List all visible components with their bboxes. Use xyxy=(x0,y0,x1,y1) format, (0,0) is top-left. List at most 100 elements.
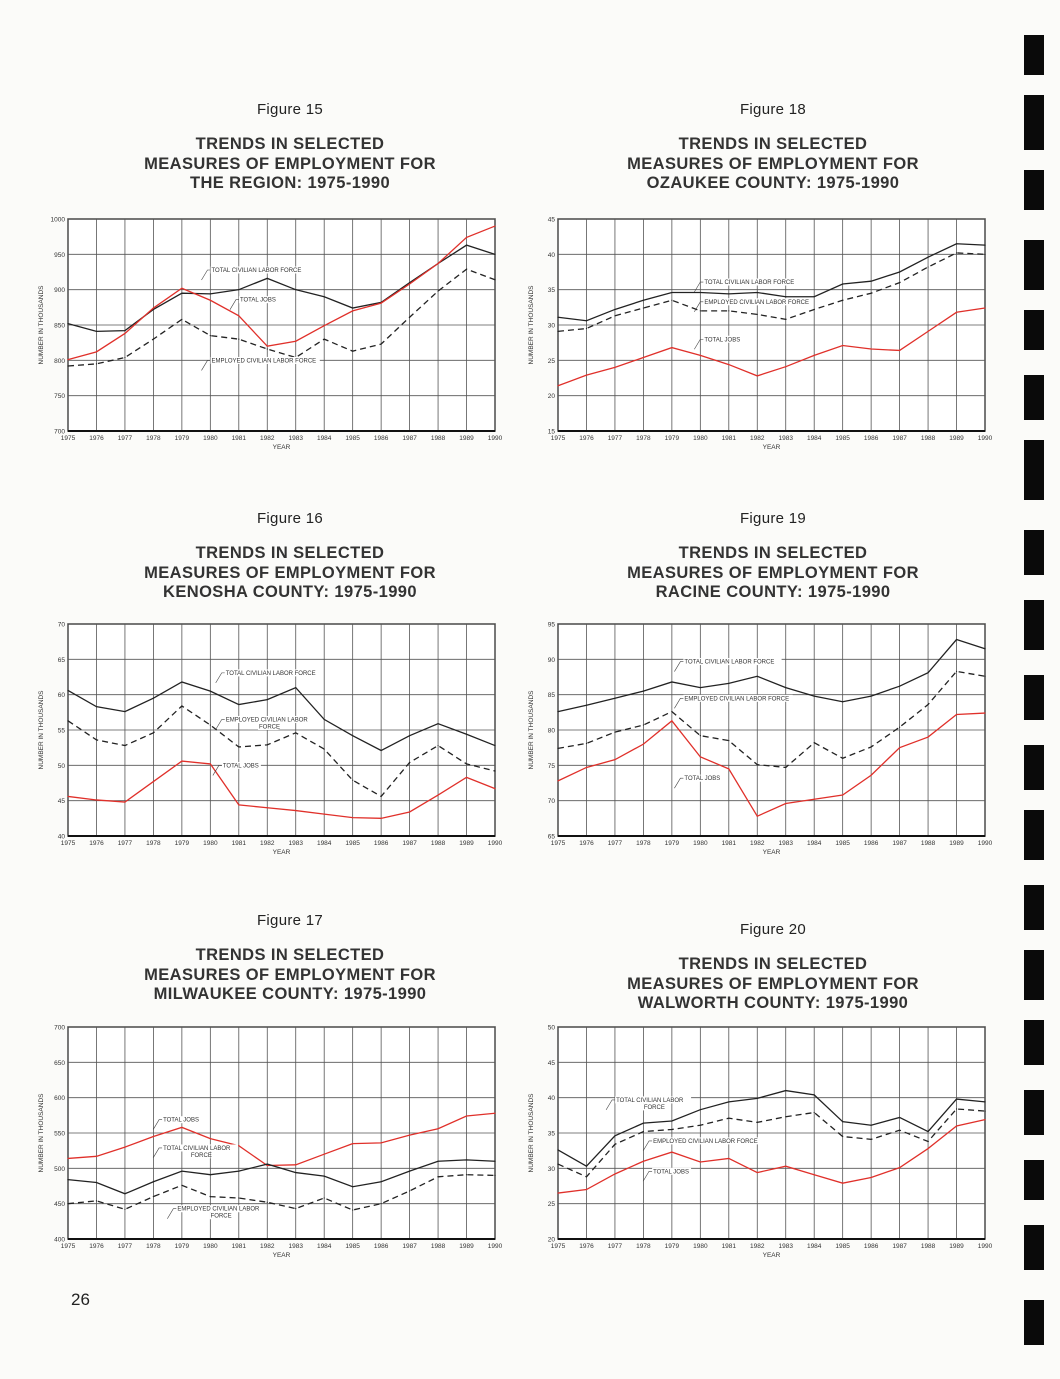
x-tick-label: 1975 xyxy=(551,1243,566,1250)
data-point xyxy=(642,1130,644,1133)
series-annotation: EMPLOYED CIVILIAN LABOR FORCE xyxy=(674,694,793,709)
y-tick-label: 35 xyxy=(548,1131,556,1138)
data-point xyxy=(614,1173,616,1175)
data-point xyxy=(728,740,730,742)
series-line-employed-civilian-labor-force xyxy=(557,1108,986,1178)
data-point xyxy=(295,1208,297,1210)
x-tick-label: 1976 xyxy=(579,1243,594,1250)
data-point xyxy=(352,817,354,819)
data-point xyxy=(984,1101,986,1103)
data-point xyxy=(756,291,758,294)
data-point xyxy=(870,280,872,282)
y-axis-title: NUMBER IN THOUSANDS xyxy=(528,285,535,365)
y-tick-label: 450 xyxy=(54,1201,65,1208)
annotation-bg xyxy=(642,1103,664,1111)
x-tick-label: 1980 xyxy=(203,840,218,847)
data-point xyxy=(152,1196,154,1198)
data-point xyxy=(323,718,325,720)
data-point xyxy=(699,687,701,689)
data-point xyxy=(585,327,588,330)
data-point xyxy=(295,289,297,291)
data-point xyxy=(95,799,98,801)
data-point xyxy=(323,1153,325,1155)
y-tick-label: 700 xyxy=(54,1025,65,1032)
data-point xyxy=(124,711,126,713)
x-tick-label: 1982 xyxy=(750,1243,765,1250)
binding-mark xyxy=(1024,35,1044,75)
y-tick-label: 80 xyxy=(548,728,556,735)
x-tick-label: 1975 xyxy=(551,435,566,442)
annotation-bg xyxy=(210,266,309,274)
annotation-leader xyxy=(642,1140,653,1152)
x-axis-title: YEAR xyxy=(763,1252,781,1259)
data-point xyxy=(756,1121,758,1123)
data-point xyxy=(642,299,644,301)
data-point xyxy=(728,1157,730,1160)
y-tick-label: 25 xyxy=(548,1201,556,1208)
data-point xyxy=(699,1109,701,1111)
x-tick-label: 1977 xyxy=(118,840,133,847)
annotation-bg xyxy=(652,1167,692,1175)
x-tick-label: 1989 xyxy=(459,435,474,442)
binding-mark xyxy=(1024,950,1044,1000)
x-tick-label: 1979 xyxy=(665,840,680,847)
x-tick-label: 1988 xyxy=(921,840,936,847)
page-number: 26 xyxy=(71,1290,90,1309)
y-tick-label: 45 xyxy=(58,798,66,805)
x-tick-label: 1990 xyxy=(978,435,993,442)
data-point xyxy=(409,282,411,284)
y-tick-label: 70 xyxy=(58,622,66,629)
data-point xyxy=(785,318,787,320)
annotation-text: EMPLOYED CIVILIAN LABOR FORCE xyxy=(653,1139,758,1145)
x-axis-title: YEAR xyxy=(763,849,781,856)
y-axis-title: NUMBER IN THOUSANDS xyxy=(38,285,45,365)
y-tick-label: 900 xyxy=(54,287,65,294)
data-point xyxy=(181,760,183,762)
data-point xyxy=(352,350,354,352)
data-point xyxy=(238,289,240,291)
data-point xyxy=(699,310,701,312)
x-tick-label: 1975 xyxy=(61,435,76,442)
data-point xyxy=(813,695,815,697)
binding-mark xyxy=(1024,170,1044,210)
data-point xyxy=(238,746,240,748)
series-annotation: TOTAL JOBS xyxy=(642,1167,692,1182)
data-point xyxy=(671,720,673,722)
series-line-total-civilian-labor-force xyxy=(557,638,986,713)
series-annotation: TOTAL CIVILIAN LABOR FORCE xyxy=(215,669,323,684)
annotation-text: FORCE xyxy=(191,1153,212,1159)
annotation-leader xyxy=(605,1099,616,1111)
annotation-leader xyxy=(215,672,225,684)
y-tick-label: 85 xyxy=(548,692,556,699)
data-point xyxy=(380,795,382,798)
annotation-text: TOTAL CIVILIAN LABOR FORCE xyxy=(684,660,774,666)
binding-mark xyxy=(1024,375,1044,420)
data-point xyxy=(437,1176,439,1178)
data-point xyxy=(899,282,901,284)
series-annotation: TOTAL JOBS xyxy=(212,761,261,776)
data-point xyxy=(238,338,240,340)
data-point xyxy=(437,1160,439,1162)
data-point xyxy=(642,1160,644,1162)
data-point xyxy=(955,252,958,254)
data-point xyxy=(465,1115,468,1117)
figure-title-line: MEASURES OF EMPLOYMENT FOR xyxy=(144,965,436,984)
data-point xyxy=(642,356,644,359)
x-tick-label: 1981 xyxy=(232,840,247,847)
y-tick-label: 500 xyxy=(54,1166,65,1173)
figure-header: Figure 17 TRENDS IN SELECTED MEASURES OF E… xyxy=(80,912,500,1005)
data-point xyxy=(756,764,758,766)
x-tick-label: 1986 xyxy=(864,435,879,442)
data-point xyxy=(295,809,297,812)
x-tick-label: 1980 xyxy=(203,435,218,442)
data-point xyxy=(870,1138,872,1140)
data-point xyxy=(585,320,588,322)
figure-header: Figure 20 TRENDS IN SELECTED MEASURES OF E… xyxy=(563,921,983,1014)
figure-label: Figure 16 xyxy=(256,510,324,527)
data-point xyxy=(585,1165,588,1167)
y-tick-label: 50 xyxy=(58,763,66,770)
figure-title-line: WALWORTH COUNTY: 1975-1990 xyxy=(637,994,909,1012)
data-point xyxy=(614,366,616,368)
data-point xyxy=(95,739,98,741)
data-point xyxy=(380,302,382,304)
